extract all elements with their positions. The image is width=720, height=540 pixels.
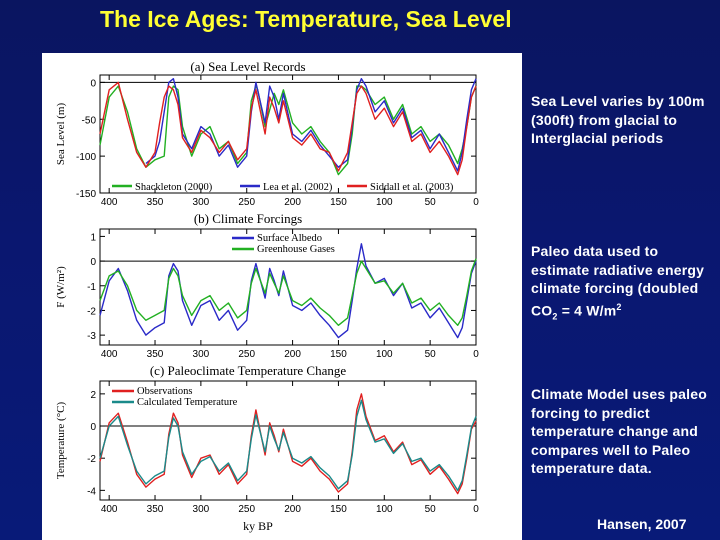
series-line-1	[99, 393, 477, 495]
y-tick-label: -4	[87, 486, 96, 497]
series-line-2	[99, 258, 477, 326]
x-tick-label: 200	[284, 349, 301, 360]
y-tick-label: -2	[87, 306, 96, 317]
x-tick-label: 150	[330, 349, 347, 360]
series-line-3	[99, 81, 477, 176]
panel-title: (a) Sea Level Records	[190, 59, 305, 74]
x-tick-label: 350	[147, 197, 164, 208]
y-tick-label: 2	[90, 390, 96, 401]
y-tick-label: 0	[90, 257, 96, 268]
figure-panel: (a) Sea Level Records 0 -50 -100 -150 400 350 3…	[42, 53, 522, 540]
caption-forcing: Paleo data used to estimate radiative en…	[531, 242, 716, 325]
x-tick-label: 400	[101, 504, 118, 515]
x-tick-label: 200	[284, 197, 301, 208]
panel-title: (b) Climate Forcings	[194, 211, 302, 226]
x-tick-label: 250	[238, 349, 255, 360]
x-tick-label: 350	[147, 504, 164, 515]
x-tick-label: 50	[425, 349, 437, 360]
x-tick-label: 300	[193, 197, 210, 208]
y-tick-label: 0	[90, 422, 96, 433]
plot-frame	[99, 380, 477, 501]
legend-label: Greenhouse Gases	[257, 244, 335, 255]
y-tick-label: -2	[87, 454, 96, 465]
series-line-1	[99, 85, 477, 176]
panel-title: (c) Paleoclimate Temperature Change	[150, 363, 347, 378]
caption-forcing-text: Paleo data used to estimate radiative en…	[531, 243, 705, 319]
legend-label: Observations	[137, 386, 192, 397]
y-tick-label: -150	[76, 189, 96, 200]
y-tick-label: 1	[90, 232, 96, 243]
y-tick-label: -100	[76, 152, 96, 163]
x-tick-label: 150	[330, 197, 347, 208]
legend-label: Lea et al. (2002)	[263, 182, 333, 193]
x-tick-label: 400	[101, 349, 118, 360]
legend-label: Calculated Temperature	[137, 397, 238, 408]
credit: Hansen, 2007	[597, 516, 687, 532]
y-axis-label: Temperature (°C)	[55, 402, 67, 480]
panel-2: (b) Climate Forcings 1 0 -1 -2 -3 400 350 300 250…	[55, 211, 479, 360]
plot-frame	[99, 74, 477, 194]
series-line-2	[145, 78, 477, 172]
y-axis-label: Sea Level (m)	[55, 103, 67, 166]
caption-model: Climate Model uses paleo forcing to pred…	[531, 386, 707, 476]
caption-forcing-mid: = 4 W/m	[557, 302, 617, 319]
x-tick-label: 150	[330, 504, 347, 515]
panel-3: (c) Paleoclimate Temperature Change 2 0 -2 -…	[55, 363, 479, 533]
x-tick-label: 300	[193, 349, 210, 360]
y-tick-label: 0	[90, 78, 96, 89]
x-tick-label: 100	[376, 349, 393, 360]
series-line-1	[99, 243, 477, 339]
plot-frame	[99, 228, 477, 346]
y-tick-label: -1	[87, 282, 96, 293]
y-tick-label: -50	[82, 115, 97, 126]
x-tick-label: 100	[376, 504, 393, 515]
x-tick-label: 300	[193, 504, 210, 515]
panel-1: (a) Sea Level Records 0 -50 -100 -150 400 350 3…	[55, 59, 479, 208]
x-axis-label: ky BP	[243, 519, 273, 533]
caption-forcing-sub: 2	[552, 310, 558, 321]
caption-forcing-sup: 2	[616, 301, 622, 312]
y-axis-label: F (W/m²)	[55, 266, 67, 308]
x-tick-label: 0	[473, 504, 479, 515]
x-tick-label: 0	[473, 349, 479, 360]
x-tick-label: 50	[425, 504, 437, 515]
legend-label: Shackleton (2000)	[135, 182, 213, 193]
caption-sea-level: Sea Level varies by 100m (300ft) from gl…	[531, 93, 705, 146]
x-tick-label: 200	[284, 504, 301, 515]
x-tick-label: 100	[376, 197, 393, 208]
x-tick-label: 350	[147, 349, 164, 360]
y-tick-label: -3	[87, 331, 96, 342]
slide-title: The Ice Ages: Temperature, Sea Level	[100, 6, 512, 32]
series-line-2	[99, 399, 477, 492]
x-tick-label: 0	[473, 197, 479, 208]
x-tick-label: 400	[101, 197, 118, 208]
legend-label: Surface Albedo	[257, 233, 322, 244]
x-tick-label: 50	[425, 197, 437, 208]
x-tick-label: 250	[238, 197, 255, 208]
legend-label: Siddall et al. (2003)	[370, 182, 454, 193]
x-tick-label: 250	[238, 504, 255, 515]
